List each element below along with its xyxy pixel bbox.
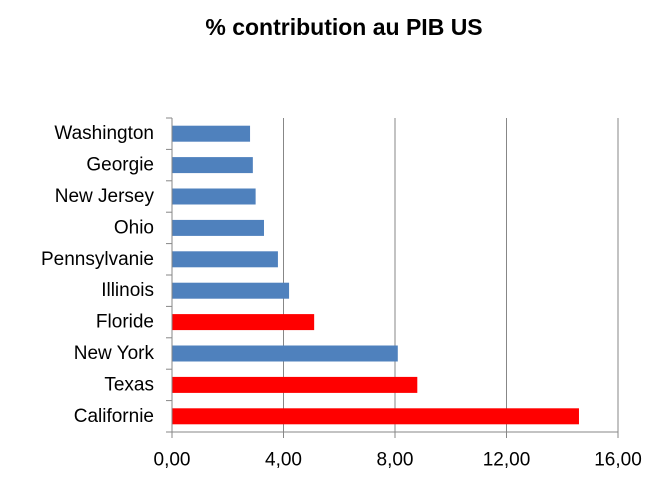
bar-new-jersey	[172, 188, 256, 205]
x-tick-label: 16,00	[594, 450, 642, 471]
bar-new-york	[172, 345, 398, 362]
chart-title: % contribution au PIB US	[205, 14, 483, 40]
y-tick-label: Pennsylvanie	[41, 249, 154, 270]
y-tick-label: New Jersey	[55, 186, 155, 207]
tick-labels: Washington Georgie New Jersey Ohio Pennsylva…	[41, 123, 642, 470]
y-tick-label: Washington	[54, 123, 154, 144]
x-tick-label: 12,00	[483, 450, 531, 471]
bar-georgie	[172, 157, 253, 174]
y-tick-label: Ohio	[114, 217, 154, 238]
bar-texas	[172, 376, 418, 393]
bar-floride	[172, 314, 315, 331]
x-tick-label: 4,00	[265, 450, 302, 471]
bar-ohio	[172, 219, 264, 236]
axes	[166, 117, 619, 438]
y-tick-label: New York	[74, 343, 155, 364]
bar-pennsylvanie	[172, 251, 278, 268]
y-tick-label: Georgie	[86, 155, 154, 176]
bar-illinois	[172, 282, 290, 299]
y-tick-label: Texas	[104, 374, 154, 395]
y-tick-label: Californie	[74, 406, 154, 427]
x-tick-label: 8,00	[377, 450, 414, 471]
y-tick-label: Floride	[96, 312, 154, 333]
x-tick-label: 0,00	[154, 450, 191, 471]
bar-washington	[172, 125, 251, 142]
bar-californie	[172, 408, 579, 425]
y-tick-label: Illinois	[101, 280, 154, 301]
bars	[172, 125, 579, 425]
